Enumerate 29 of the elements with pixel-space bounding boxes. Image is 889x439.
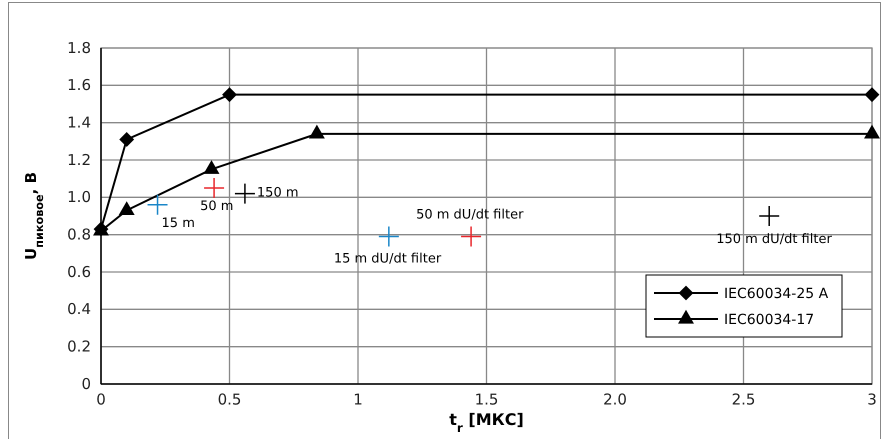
x-tick-label: 0.5 (218, 390, 242, 409)
annotation: 50 m (200, 199, 234, 214)
y-tick-label: 1.0 (67, 188, 91, 206)
point (222, 87, 237, 102)
x-tick-label: 1 (353, 390, 363, 409)
legend-label: IEC60034-17 (724, 312, 814, 328)
y-tick-label: 0.4 (67, 300, 91, 318)
x-axis-title: t$_{r}$ [МКС] (449, 410, 524, 435)
annotation: 150 m (256, 186, 299, 201)
y-tick-label: 0.6 (67, 262, 91, 281)
point (864, 87, 880, 102)
y-tick-label: 1.8 (67, 38, 91, 57)
annotation: 15 m dU/dt filter (334, 252, 442, 267)
legend-label: IEC60034-25 A (724, 286, 829, 302)
x-tick-label: 3 (867, 390, 877, 409)
x-tick-label: 0 (96, 390, 106, 409)
x-tick-label: 1.5 (474, 390, 498, 409)
x-tick-label: 2.5 (732, 390, 756, 409)
y-tick-label: 0.2 (67, 337, 91, 356)
annotation: 50 m dU/dt filter (416, 208, 524, 223)
annotation: 15 m (162, 216, 195, 231)
y-tick-label: 0.8 (67, 225, 91, 244)
y-tick-label: 1.4 (67, 113, 91, 132)
annotation: 150 m dU/dt filter (716, 232, 832, 247)
y-tick-label: 0 (81, 374, 91, 393)
x-tick-label: 2.0 (603, 390, 627, 409)
y-tick-label: 1.6 (67, 76, 91, 94)
y-tick-label: 1.2 (67, 150, 91, 169)
point (119, 132, 134, 147)
